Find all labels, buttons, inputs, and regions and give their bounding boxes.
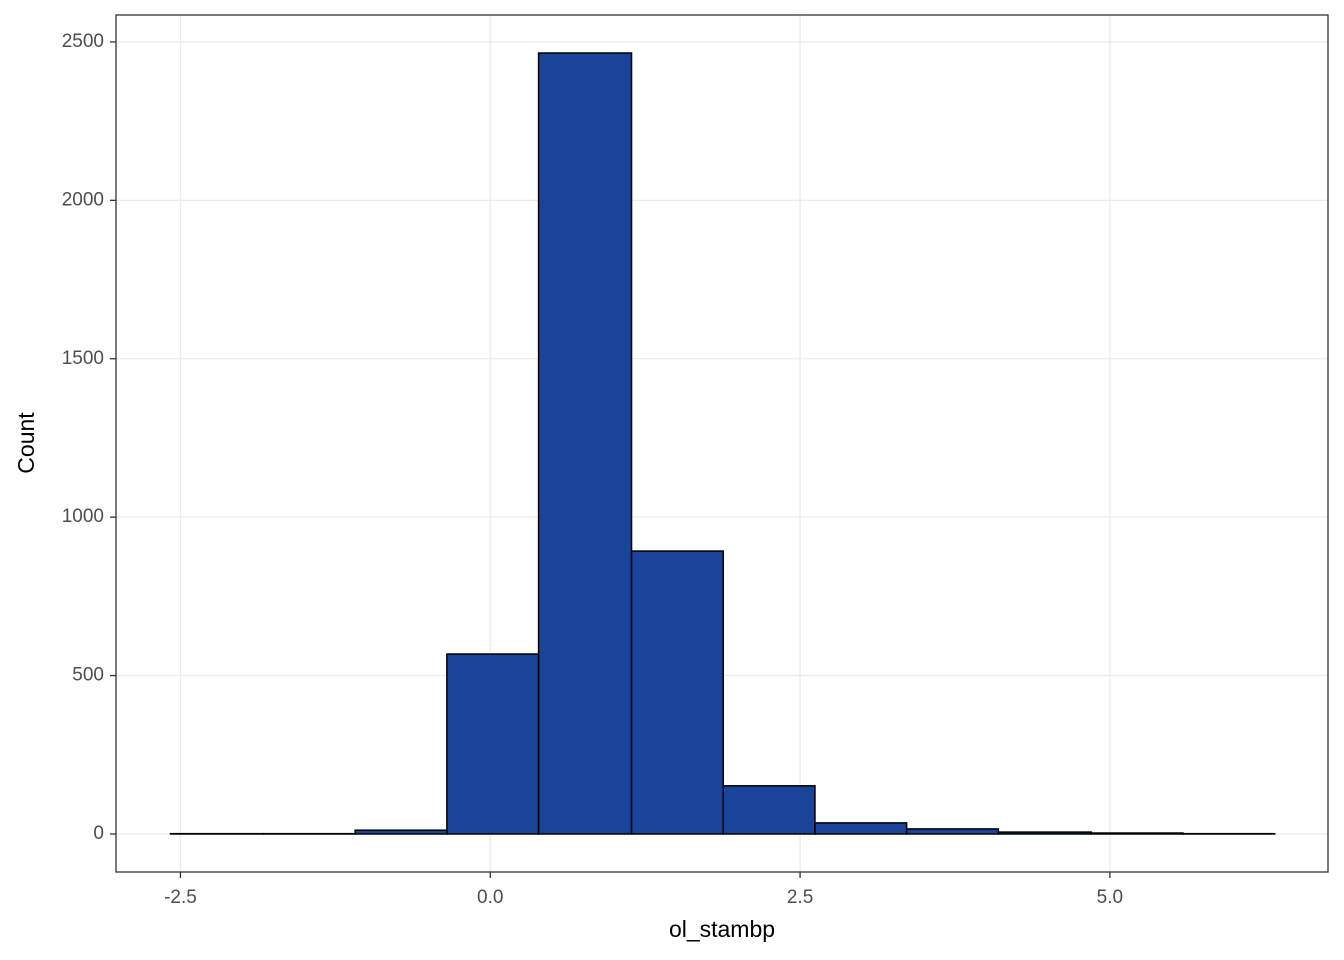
plot-border bbox=[115, 14, 1329, 873]
y-tick-label: 2500 bbox=[62, 31, 104, 52]
bar bbox=[814, 822, 908, 835]
bar bbox=[446, 653, 540, 835]
bar bbox=[722, 785, 816, 835]
bar bbox=[1090, 832, 1184, 835]
bar bbox=[354, 829, 448, 835]
y-tick-label: 1000 bbox=[62, 506, 104, 527]
x-tick-label: -2.5 bbox=[164, 887, 197, 908]
bar bbox=[905, 828, 1000, 835]
bar bbox=[997, 831, 1093, 835]
x-axis-title: ol_stambp bbox=[669, 916, 775, 942]
x-tick-label: 2.5 bbox=[787, 887, 813, 908]
x-tick-label: 0.0 bbox=[477, 887, 503, 908]
y-axis-title: Count bbox=[13, 412, 39, 474]
y-tick-label: 0 bbox=[93, 823, 104, 844]
bar bbox=[630, 550, 724, 835]
y-tick-label: 1500 bbox=[62, 348, 104, 369]
y-tick-label: 2000 bbox=[62, 189, 104, 210]
bar bbox=[537, 52, 633, 835]
x-tick-label: 5.0 bbox=[1097, 887, 1123, 908]
y-tick-label: 500 bbox=[72, 665, 104, 686]
